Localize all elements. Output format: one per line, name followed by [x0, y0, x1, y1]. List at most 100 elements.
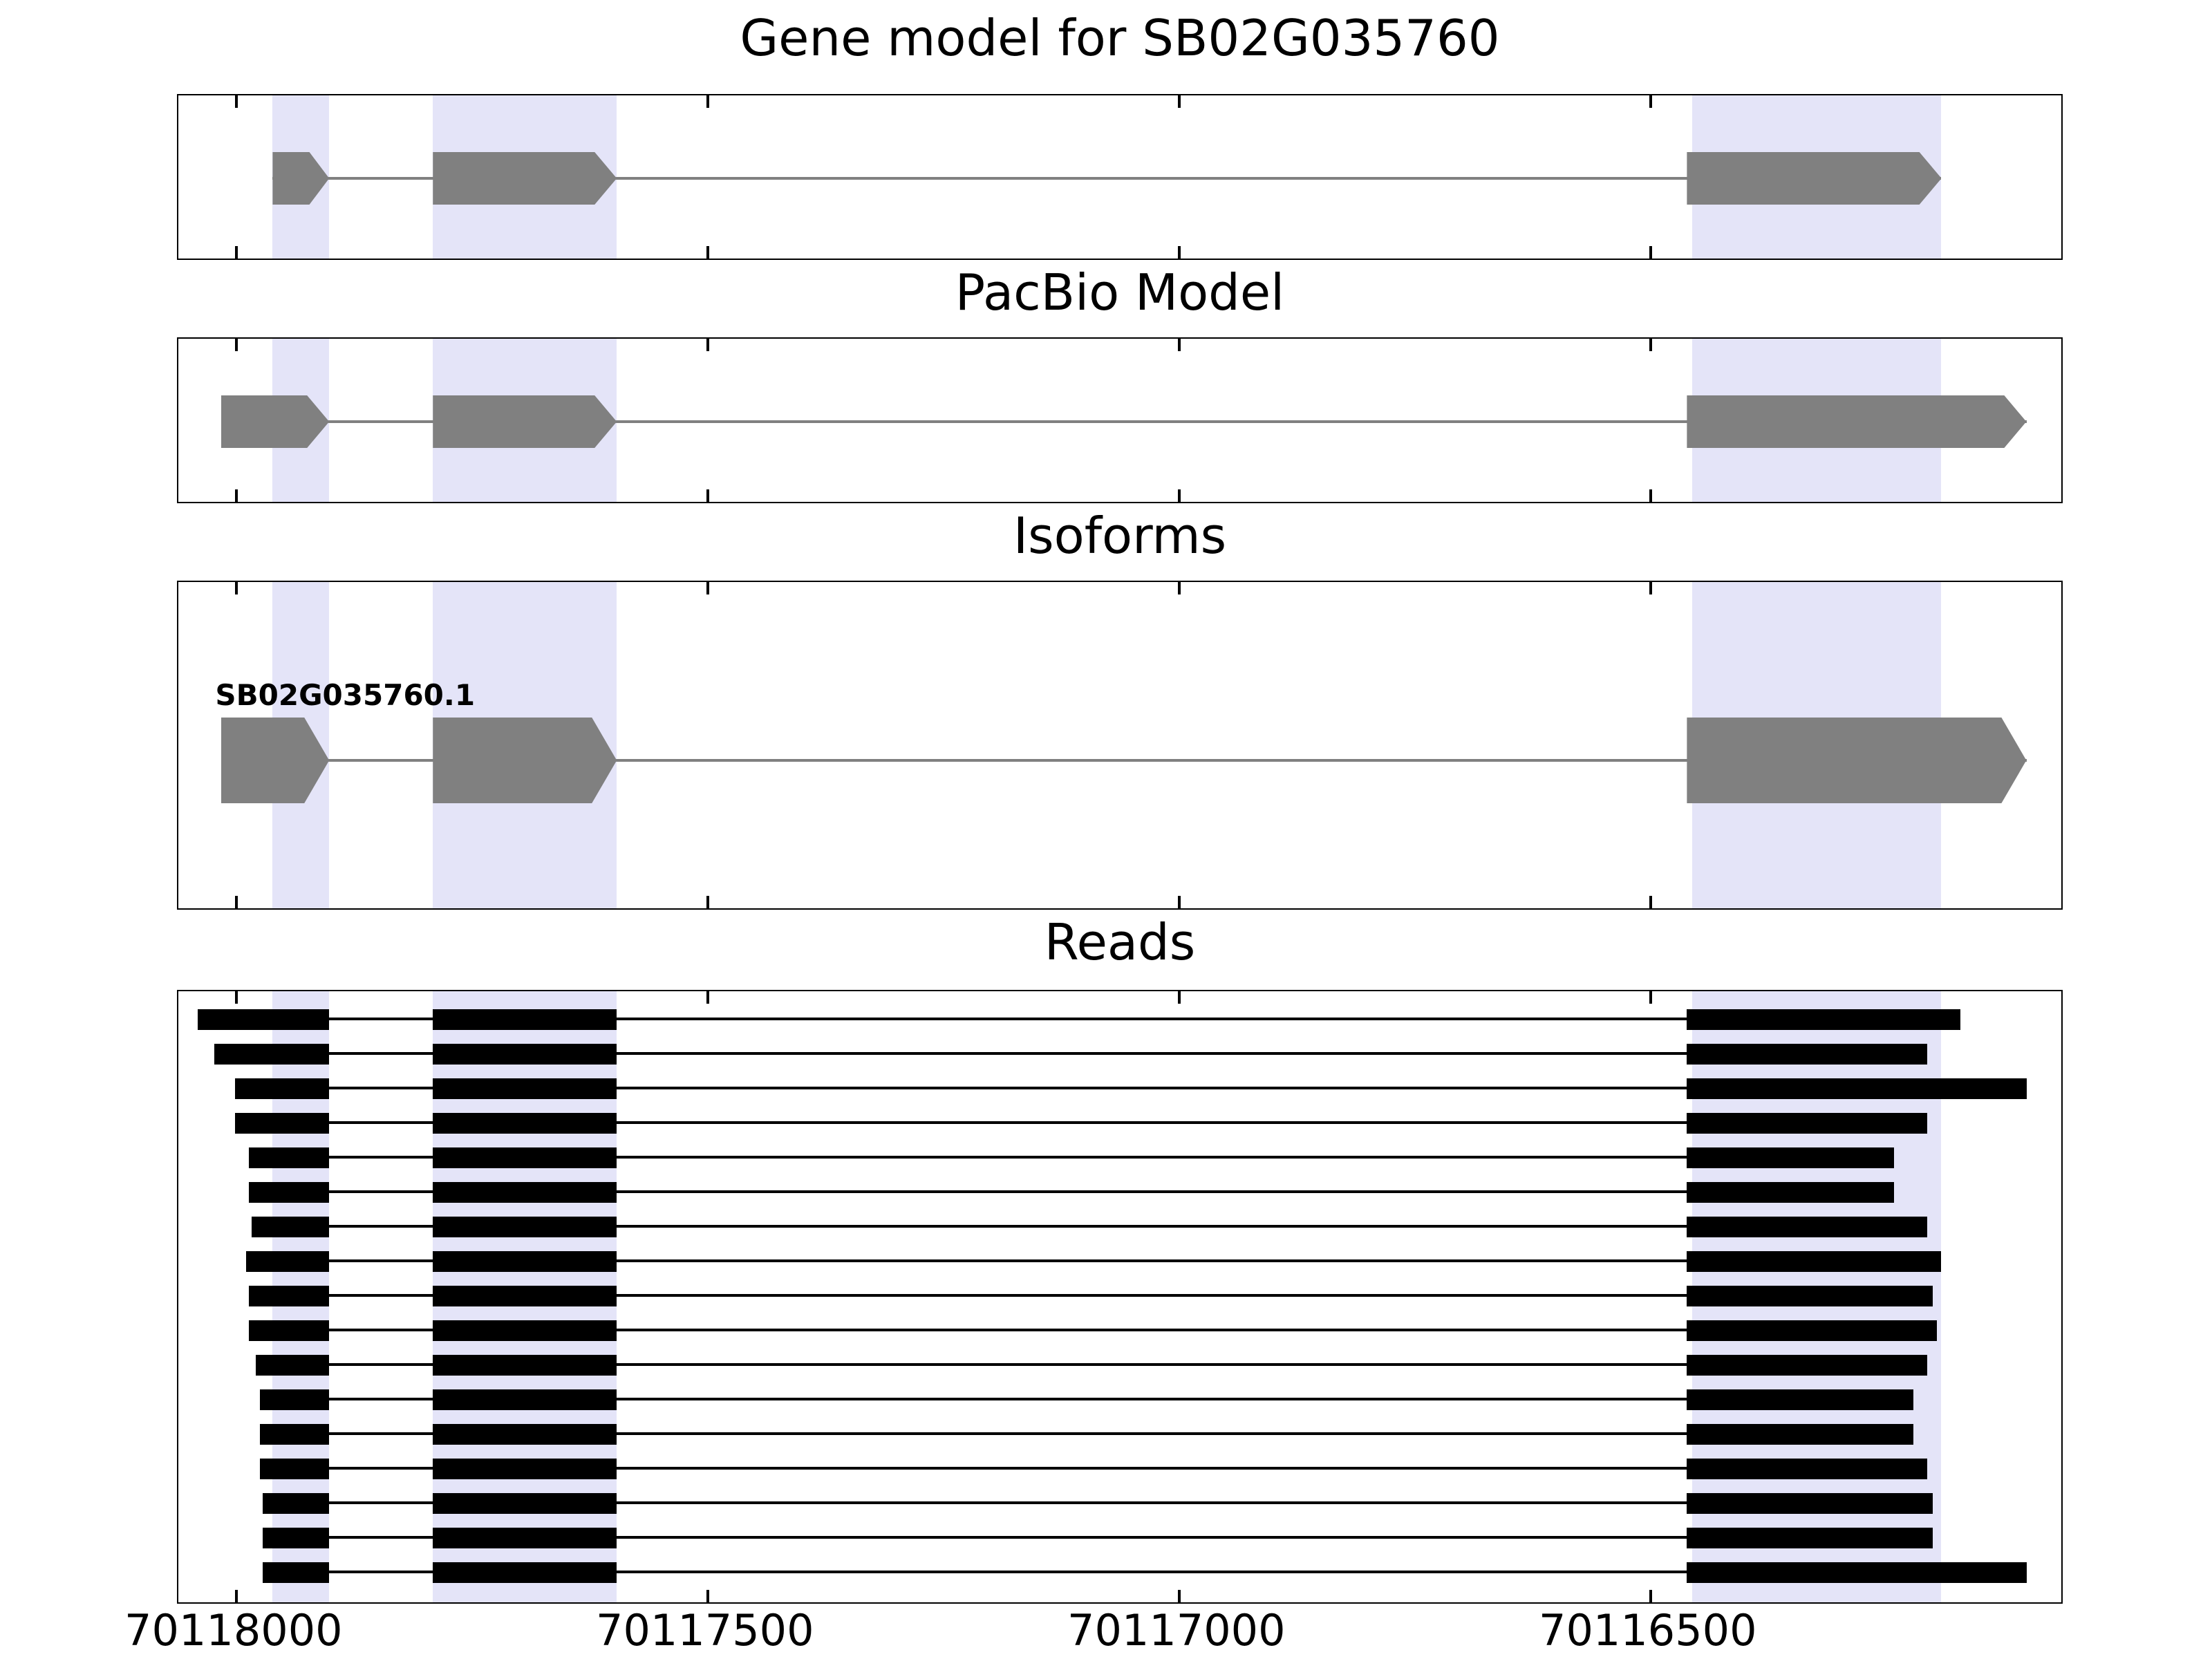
- read-line: [263, 1501, 1932, 1504]
- x-axis: 70118000 70117500 70117000 70116500: [124, 1604, 2063, 1659]
- read-exon-block: [263, 1527, 330, 1548]
- read-exon-block: [433, 1112, 617, 1133]
- reads-title: Reads: [1044, 915, 1196, 972]
- read-exon-block: [433, 1423, 617, 1444]
- axis-tick: [706, 896, 709, 908]
- read-exon-block: [1687, 1458, 1928, 1479]
- pacbio-model-title: PacBio Model: [955, 265, 1285, 322]
- axis-tick: [1649, 339, 1652, 351]
- isoforms-title: Isoforms: [1013, 509, 1227, 565]
- axis-tick: [234, 95, 238, 108]
- read-exon-block: [433, 1527, 617, 1548]
- read-exon-block: [433, 1354, 617, 1375]
- gene-model-title: Gene model for SB02G035760: [740, 11, 1500, 68]
- read-exon-block: [433, 1389, 617, 1409]
- axis-tick: [1649, 95, 1652, 108]
- read-exon-block: [1687, 1492, 1932, 1513]
- axis-tick: [1177, 246, 1181, 259]
- read-exon-block: [1687, 1354, 1928, 1375]
- reads-track-panel: [177, 990, 2063, 1604]
- read-line: [252, 1225, 1928, 1228]
- read-exon-block: [433, 1009, 617, 1029]
- axis-tick: [234, 896, 238, 908]
- x-tick-label: 70116500: [1539, 1606, 1757, 1656]
- read-exon-block: [249, 1285, 330, 1306]
- axis-tick: [1649, 991, 1652, 1004]
- read-exon-block: [1687, 1250, 1942, 1271]
- read-exon-block: [433, 1250, 617, 1271]
- read-exon-block: [1687, 1009, 1960, 1029]
- read-exon-block: [1687, 1527, 1932, 1548]
- axis-tick: [1649, 246, 1652, 259]
- read-exon-block: [249, 1147, 330, 1168]
- axis-tick: [234, 246, 238, 259]
- read-exon-block: [260, 1389, 330, 1409]
- exon-block: [1687, 718, 2026, 803]
- read-line: [249, 1329, 1937, 1331]
- axis-tick: [706, 991, 709, 1004]
- axis-tick: [1177, 582, 1181, 594]
- axis-tick: [706, 339, 709, 351]
- exon-block: [221, 395, 330, 448]
- read-line: [249, 1294, 1932, 1297]
- read-exon-block: [433, 1147, 617, 1168]
- axis-tick: [1177, 1590, 1181, 1602]
- read-line: [255, 1363, 1928, 1366]
- read-exon-block: [1687, 1112, 1928, 1133]
- read-exon-block: [433, 1285, 617, 1306]
- read-exon-block: [255, 1354, 330, 1375]
- read-exon-block: [1687, 1423, 1913, 1444]
- read-line: [260, 1432, 1913, 1435]
- read-exon-block: [260, 1423, 330, 1444]
- read-line: [234, 1087, 2027, 1089]
- exon-block: [221, 718, 330, 803]
- axis-tick: [1177, 489, 1181, 502]
- axis-tick: [1649, 489, 1652, 502]
- axis-tick: [1649, 582, 1652, 594]
- read-line: [234, 1121, 1928, 1124]
- read-exon-block: [249, 1181, 330, 1202]
- read-exon-block: [1687, 1181, 1895, 1202]
- read-exon-block: [1687, 1078, 2027, 1098]
- read-exon-block: [1687, 1147, 1895, 1168]
- axis-tick: [706, 1590, 709, 1602]
- isoforms-track-panel: SB02G035760.1: [177, 581, 2063, 910]
- axis-tick: [1649, 896, 1652, 908]
- read-exon-block: [246, 1250, 330, 1271]
- read-line: [214, 1052, 1928, 1055]
- read-exon-block: [263, 1492, 330, 1513]
- exon-block: [1687, 395, 2026, 448]
- read-exon-block: [249, 1320, 330, 1340]
- x-tick-label: 70117500: [596, 1606, 814, 1656]
- read-line: [260, 1467, 1928, 1470]
- axis-tick: [234, 1590, 238, 1602]
- read-exon-block: [197, 1009, 330, 1029]
- read-exon-block: [433, 1078, 617, 1098]
- read-exon-block: [214, 1043, 330, 1064]
- isoform-label: SB02G035760.1: [215, 679, 476, 712]
- axis-tick: [1177, 991, 1181, 1004]
- axis-tick: [1177, 896, 1181, 908]
- read-exon-block: [1687, 1320, 1937, 1340]
- read-line: [197, 1018, 1960, 1020]
- intron-line: [221, 759, 2027, 762]
- exon-block: [433, 395, 617, 448]
- exon-block: [1687, 152, 1942, 205]
- axis-tick: [706, 95, 709, 108]
- read-line: [263, 1571, 2027, 1573]
- read-exon-block: [252, 1216, 330, 1237]
- read-exon-block: [234, 1078, 330, 1098]
- read-exon-block: [433, 1458, 617, 1479]
- read-line: [260, 1398, 1913, 1400]
- gene-model-track-panel: [177, 94, 2063, 260]
- axis-tick: [1177, 339, 1181, 351]
- axis-tick: [234, 339, 238, 351]
- axis-tick: [234, 991, 238, 1004]
- axis-tick: [1649, 1590, 1652, 1602]
- axis-tick: [706, 489, 709, 502]
- exon-block: [433, 718, 617, 803]
- read-exon-block: [433, 1320, 617, 1340]
- axis-tick: [706, 246, 709, 259]
- exon-block: [433, 152, 617, 205]
